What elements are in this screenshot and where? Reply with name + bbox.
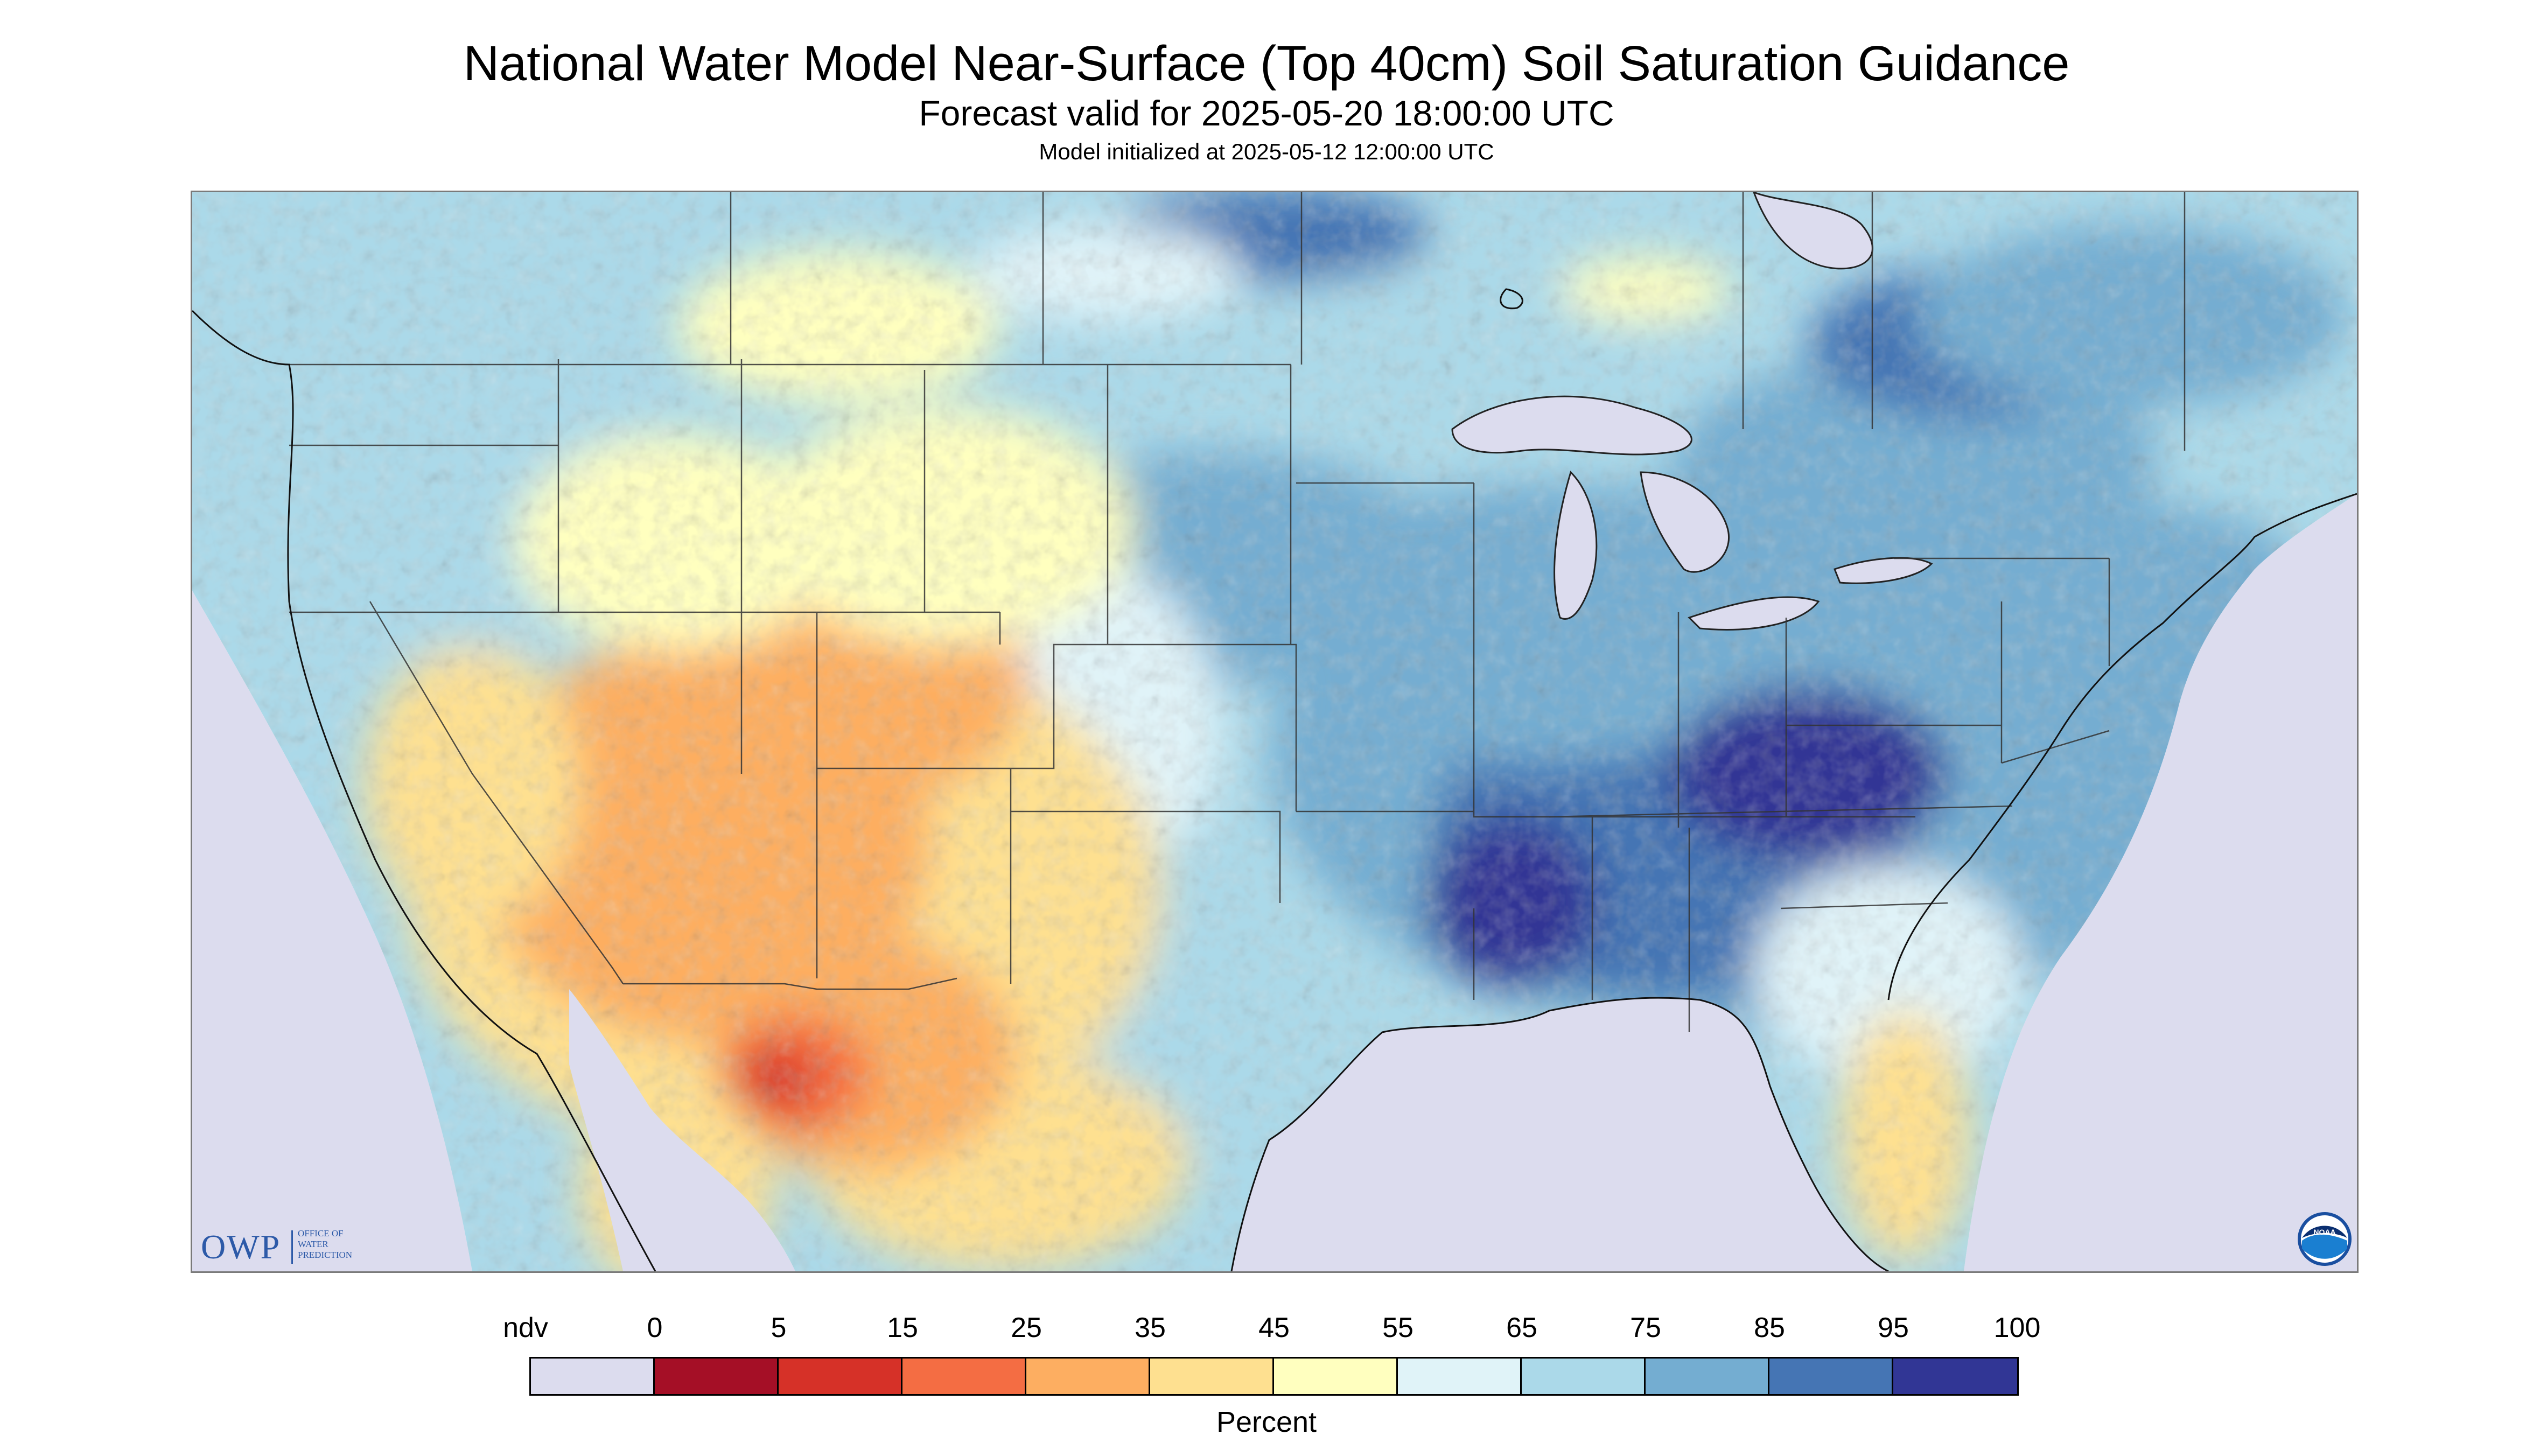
colorbar-swatch xyxy=(1150,1359,1274,1394)
owp-logo-letters: OWP xyxy=(201,1228,281,1266)
great-lakes xyxy=(1451,192,1933,631)
colorbar xyxy=(529,1357,2019,1396)
colorbar-tick-label: 35 xyxy=(1135,1312,1166,1343)
colorbar-tick-label: 100 xyxy=(1993,1312,2041,1343)
owp-logo-subtitle: OFFICE OF WATER PREDICTION xyxy=(298,1228,353,1260)
colorbar-tick-label: ndv xyxy=(503,1312,548,1343)
colorbar-units: Percent xyxy=(1216,1406,1317,1438)
colorbar-swatch xyxy=(1893,1359,2017,1394)
soil-saturation-map: OWP OFFICE OF WATER PREDICTION NOAA xyxy=(191,191,2359,1273)
colorbar-tick-label: 5 xyxy=(771,1312,787,1343)
model-init-time: Model initialized at 2025-05-12 12:00:00… xyxy=(1039,139,1494,164)
colorbar-tick-label: 95 xyxy=(1878,1312,1909,1343)
map-canvas xyxy=(192,192,2357,1271)
colorbar-swatch xyxy=(1522,1359,1646,1394)
political-boundaries xyxy=(289,192,2186,1032)
colorbar-swatch xyxy=(1769,1359,1893,1394)
colorbar-swatch xyxy=(531,1359,655,1394)
colorbar-tick-label: 15 xyxy=(887,1312,918,1343)
gulf-no-data xyxy=(1231,998,1888,1271)
colorbar-legend: ndv 0 5 15 25 35 45 55 65 75 85 95 100 Percent xyxy=(0,1292,2533,1454)
colorbar-swatch xyxy=(1274,1359,1398,1394)
colorbar-swatch xyxy=(1646,1359,1769,1394)
colorbar-swatch xyxy=(1026,1359,1150,1394)
forecast-valid-time: Forecast valid for 2025-05-20 18:00:00 U… xyxy=(919,93,1614,133)
colorbar-tick-label: 45 xyxy=(1258,1312,1290,1343)
colorbar-swatch xyxy=(655,1359,779,1394)
colorbar-tick-label: 75 xyxy=(1630,1312,1661,1343)
colorbar-tick-label: 65 xyxy=(1506,1312,1537,1343)
atlantic-no-data xyxy=(1964,494,2357,1271)
noaa-logo: NOAA xyxy=(2298,1212,2352,1266)
owp-logo-divider xyxy=(291,1230,293,1264)
map-title: National Water Model Near-Surface (Top 4… xyxy=(463,36,2070,91)
pacific-no-data xyxy=(192,591,472,1271)
coastlines xyxy=(192,288,2357,1271)
colorbar-tick-label: 25 xyxy=(1011,1312,1042,1343)
noaa-logo-text: NOAA xyxy=(2313,1228,2335,1236)
colorbar-swatch xyxy=(902,1359,1026,1394)
colorbar-tick-label: 85 xyxy=(1754,1312,1785,1343)
colorbar-swatch xyxy=(1398,1359,1522,1394)
saturation-field xyxy=(192,192,2357,1271)
colorbar-tick-label: 0 xyxy=(647,1312,663,1343)
colorbar-tick-label: 55 xyxy=(1382,1312,1414,1343)
colorbar-swatch xyxy=(779,1359,902,1394)
